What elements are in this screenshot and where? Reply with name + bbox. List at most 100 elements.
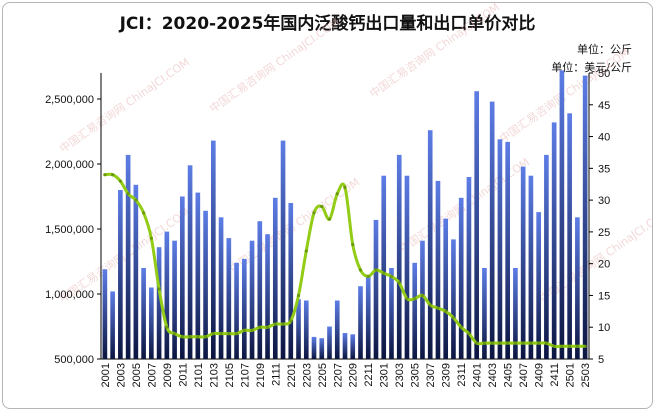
bar-2309 — [443, 218, 449, 359]
x-tick-label: 2409 — [534, 363, 546, 387]
x-tick-label: 2503 — [580, 363, 592, 387]
price-point-2001 — [103, 173, 107, 177]
bar-2411 — [551, 122, 557, 360]
bar-2408 — [528, 175, 534, 359]
bar-2310 — [451, 239, 456, 359]
bar-2208 — [342, 333, 348, 359]
left-tick-label: 2,500,000 — [45, 94, 94, 106]
bar-2104 — [218, 217, 224, 359]
x-tick-label: 2109 — [255, 363, 267, 387]
bar-2404 — [497, 139, 503, 359]
left-tick-label: 500,000 — [54, 354, 94, 366]
price-point-2110 — [265, 325, 270, 329]
bar-2109 — [257, 221, 263, 359]
x-tick-label: 2405 — [503, 363, 515, 387]
price-point-2309 — [444, 309, 448, 313]
bar-2401 — [474, 91, 480, 359]
x-tick-label: 2105 — [224, 363, 236, 387]
bar-2001 — [102, 269, 108, 359]
bar-2204 — [311, 336, 317, 359]
x-tick-label: 2209 — [348, 363, 360, 387]
price-point-2102 — [203, 335, 208, 339]
x-tick-label: 2007 — [146, 363, 158, 387]
bar-2304 — [404, 175, 410, 359]
price-point-2006 — [142, 211, 146, 215]
left-unit-label: 单位：公斤 — [577, 43, 632, 56]
price-point-2404 — [498, 341, 502, 345]
price-point-2403 — [490, 341, 494, 345]
bar-2108 — [249, 240, 255, 359]
x-tick-label: 2011 — [177, 363, 189, 387]
bar-2008 — [156, 247, 162, 359]
bar-2110 — [265, 234, 270, 359]
bar-2307 — [427, 130, 433, 359]
price-point-2103 — [211, 331, 215, 336]
bar-2006 — [141, 268, 146, 359]
price-point-2406 — [513, 341, 518, 345]
bar-2311 — [458, 197, 464, 359]
bar-2009 — [164, 231, 170, 359]
x-tick-label: 2411 — [549, 363, 561, 387]
x-tick-label: 2309 — [441, 363, 453, 387]
bar-2004 — [125, 154, 131, 359]
bar-2105 — [226, 238, 232, 359]
x-tick-label: 2407 — [518, 363, 530, 387]
price-point-2411 — [552, 344, 556, 348]
bar-2103 — [210, 140, 216, 359]
price-point-2008 — [157, 287, 161, 291]
price-point-2412 — [560, 344, 564, 348]
right-tick-label: 20 — [598, 259, 610, 271]
price-point-2304 — [405, 297, 409, 301]
price-point-2502 — [575, 344, 579, 348]
x-tick-label: 2107 — [239, 363, 251, 387]
bar-2209 — [350, 334, 356, 359]
price-point-2107 — [242, 328, 246, 332]
price-point-2301 — [382, 271, 386, 275]
bar-2305 — [412, 262, 418, 359]
price-point-2405 — [506, 341, 510, 345]
price-point-2402 — [482, 341, 487, 345]
left-tick-label: 1,500,000 — [45, 224, 94, 236]
x-tick-label: 2211 — [363, 363, 375, 387]
bar-2409 — [536, 212, 541, 359]
bar-2005 — [133, 184, 139, 359]
x-tick-label: 2401 — [472, 363, 484, 387]
price-point-2005 — [134, 198, 138, 202]
watermark-text: 中国汇易咨询网 ChinaJCI.COM — [207, 15, 342, 116]
price-point-2408 — [529, 341, 533, 345]
price-point-2203 — [304, 249, 308, 253]
price-point-2206 — [327, 217, 332, 221]
bar-2301 — [381, 175, 387, 359]
x-tick-label: 2111 — [270, 363, 282, 386]
price-point-2303 — [397, 281, 401, 285]
price-point-2205 — [320, 204, 324, 209]
bar-2112 — [280, 140, 286, 359]
bar-2102 — [203, 210, 208, 359]
bar-2207 — [334, 300, 340, 359]
price-point-2208 — [343, 185, 347, 189]
bar-2212 — [373, 219, 379, 359]
left-tick-label: 2,000,000 — [45, 159, 94, 171]
price-point-2306 — [420, 293, 425, 298]
bar-2202 — [296, 299, 301, 359]
price-point-2004 — [126, 192, 130, 196]
price-point-2307 — [428, 303, 432, 307]
price-point-2104 — [219, 331, 223, 336]
bar-2302 — [389, 268, 394, 359]
price-point-2211 — [366, 274, 370, 278]
right-tick-label: 15 — [598, 290, 610, 302]
bar-2210 — [358, 286, 363, 359]
price-point-2401 — [475, 341, 479, 345]
x-tick-label: 2305 — [410, 363, 422, 387]
bar-2211 — [365, 277, 371, 359]
price-point-2312 — [467, 331, 471, 336]
x-tick-label: 2301 — [379, 363, 391, 387]
bar-2412 — [559, 70, 565, 360]
watermark-text: 中国汇易咨询网 ChinaJCI.COM — [497, 45, 632, 146]
x-tick-label: 2101 — [193, 363, 205, 387]
bar-2312 — [466, 177, 472, 359]
bar-2007 — [149, 287, 154, 359]
bar-2002 — [110, 291, 115, 359]
price-point-2308 — [436, 306, 440, 310]
price-point-2003 — [118, 179, 122, 183]
